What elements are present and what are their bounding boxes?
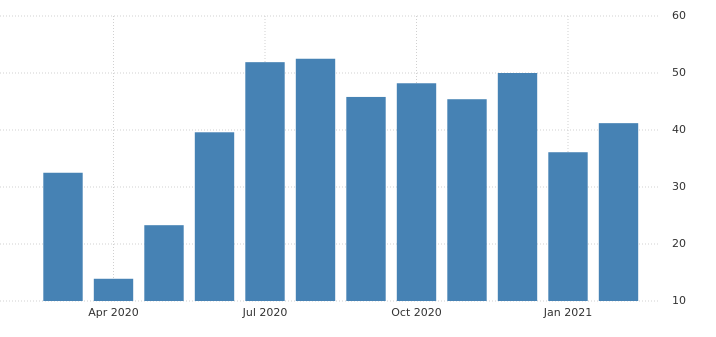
- y-tick-label: 10: [672, 294, 686, 307]
- y-tick-label: 40: [672, 123, 686, 136]
- bar: [497, 73, 538, 301]
- bar: [346, 96, 386, 301]
- bar: [598, 123, 639, 301]
- bar: [93, 278, 134, 301]
- bar: [194, 132, 235, 301]
- x-tick-label: Oct 2020: [391, 306, 442, 319]
- y-tick-label: 60: [672, 9, 686, 22]
- bar: [548, 152, 588, 301]
- bar: [245, 62, 285, 301]
- x-tick-label: Jul 2020: [242, 306, 288, 319]
- y-tick-label: 30: [672, 180, 686, 193]
- bar: [144, 225, 184, 301]
- x-tick-label: Jan 2021: [543, 306, 592, 319]
- bar: [295, 58, 336, 301]
- bar: [396, 83, 437, 301]
- x-tick-label: Apr 2020: [88, 306, 139, 319]
- bar: [447, 99, 487, 301]
- y-tick-label: 20: [672, 237, 686, 250]
- y-tick-label: 50: [672, 66, 686, 79]
- bar: [43, 172, 83, 301]
